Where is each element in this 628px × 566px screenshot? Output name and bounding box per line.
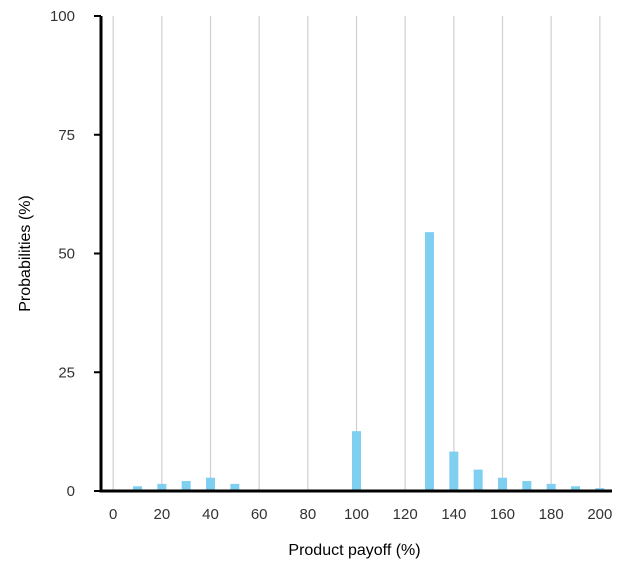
bar-150 (473, 469, 483, 491)
x-axis-title: Product payoff (%) (288, 542, 420, 559)
bar-30 (181, 481, 191, 491)
bar-140 (449, 451, 459, 491)
y-tick-labels: 0 25 50 75 100 (50, 8, 75, 500)
x-tick-label-180: 180 (539, 506, 564, 523)
bar-100 (352, 431, 361, 491)
bars (133, 232, 605, 491)
x-tick-label-120: 120 (393, 506, 418, 523)
y-axis-title: Probabilities (%) (17, 195, 34, 311)
axes (94, 15, 612, 493)
x-tick-label-100: 100 (344, 506, 369, 523)
bar-170 (522, 481, 532, 491)
bar-20 (157, 483, 167, 491)
bar-180 (546, 483, 556, 491)
y-tick-label-25: 25 (58, 364, 75, 381)
x-tick-label-60: 60 (251, 506, 268, 523)
bar-50 (230, 483, 240, 491)
x-tick-label-160: 160 (490, 506, 515, 523)
x-tick-label-140: 140 (441, 506, 466, 523)
y-tick-label-50: 50 (58, 246, 75, 263)
x-tick-labels: 0 20 40 60 80 100 120 140 160 180 200 (109, 506, 612, 523)
x-tick-label-40: 40 (202, 506, 219, 523)
y-tick-label-100: 100 (50, 8, 75, 25)
x-tick-label-0: 0 (109, 506, 117, 523)
grid-lines (112, 16, 601, 491)
x-tick-label-80: 80 (299, 506, 316, 523)
x-tick-label-200: 200 (587, 506, 612, 523)
y-tick-label-0: 0 (67, 483, 75, 500)
bar-10 (133, 486, 142, 491)
bar-190 (571, 486, 580, 491)
x-tick-label-20: 20 (153, 506, 170, 523)
bar-160 (498, 477, 507, 491)
bar-130 (425, 232, 434, 491)
y-tick-label-75: 75 (58, 127, 75, 144)
bar-40 (206, 477, 215, 491)
